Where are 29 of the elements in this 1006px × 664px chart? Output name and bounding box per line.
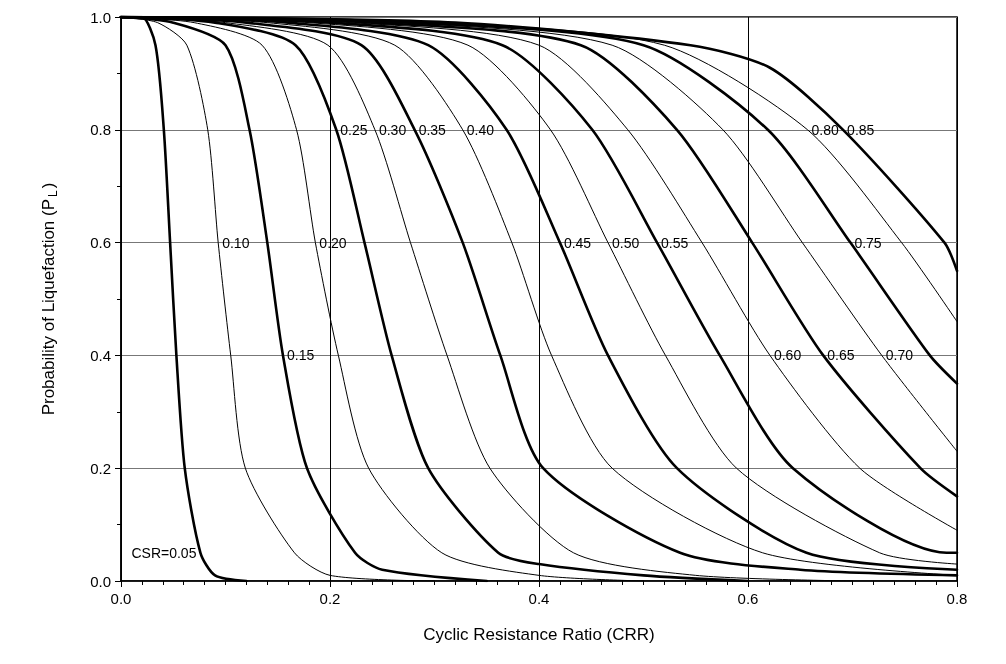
series-label: 0.65 [827, 347, 855, 364]
x-tick-label: 0.4 [528, 590, 550, 607]
series-label: 0.35 [418, 121, 447, 138]
series-label: 0.80 [811, 121, 840, 138]
series-label: 0.15 [286, 347, 315, 364]
series-label: 0.10 [222, 234, 250, 251]
series-label: 0.60 [773, 347, 802, 364]
series-label: 0.45 [563, 234, 592, 251]
series-label: 0.85 [847, 121, 875, 138]
y-tick-label: 0.0 [90, 572, 111, 590]
x-tick-label: 0.8 [946, 590, 968, 607]
series-label: 0.75 [854, 234, 882, 251]
x-axis-title: Cyclic Resistance Ratio (CRR) [423, 625, 655, 644]
x-tick-label: 0.0 [110, 590, 132, 607]
series-label: 0.25 [340, 121, 368, 138]
series-label: CSR=0.05 [131, 544, 197, 561]
series-label: 0.50 [611, 234, 640, 251]
x-tick-label: 0.6 [737, 590, 759, 607]
y-axis-title: Probability of Liquefaction (PL) [38, 182, 60, 416]
x-tick-label: 0.2 [319, 590, 341, 607]
y-tick-label: 1.0 [90, 8, 111, 26]
y-tick-label: 0.4 [90, 346, 111, 364]
series-label: 0.40 [466, 121, 495, 138]
y-tick-label: 0.8 [90, 121, 111, 139]
y-tick-label: 0.2 [90, 459, 111, 477]
series-label: 0.30 [378, 121, 407, 138]
series-label: 0.70 [885, 347, 914, 364]
series-label: 0.55 [661, 234, 689, 251]
y-tick-label: 0.6 [90, 234, 111, 252]
